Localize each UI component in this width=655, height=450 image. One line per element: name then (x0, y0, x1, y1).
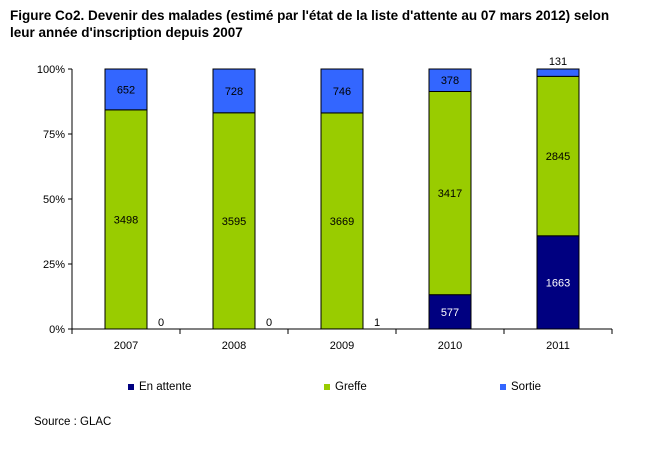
bar-segment-en-attente (536, 235, 580, 330)
bar-segment-greffe (536, 75, 580, 237)
data-label-greffe: 3417 (438, 188, 462, 200)
source-note: Source : GLAC (34, 416, 112, 428)
chart-legend: En attente Greffe Sortie (0, 381, 655, 397)
x-tick-label: 2010 (438, 340, 462, 352)
data-label-sortie: 652 (117, 84, 135, 96)
data-label-en-attente: 0 (266, 317, 272, 329)
x-tick-label: 2009 (330, 340, 354, 352)
data-label-greffe: 3595 (222, 216, 246, 228)
data-label-sortie: 746 (333, 86, 351, 98)
bar-segment-greffe (320, 112, 364, 330)
legend-label-sortie: Sortie (511, 381, 542, 393)
bar-segment-sortie (536, 68, 580, 77)
chart-title: Figure Co2. Devenir des malades (estimé … (10, 7, 650, 41)
legend-label-en-attente: En attente (139, 381, 192, 393)
data-label-en-attente: 577 (441, 307, 459, 319)
data-label-en-attente: 1 (374, 317, 380, 329)
chart-title-line1: Figure Co2. Devenir des malades (estimé … (10, 8, 610, 23)
data-label-greffe: 2845 (546, 151, 570, 163)
x-tick-label: 2008 (222, 340, 246, 352)
data-label-sortie: 131 (549, 56, 567, 68)
data-label-sortie: 728 (225, 86, 243, 98)
x-tick-label: 2007 (114, 340, 138, 352)
legend-item-en-attente: En attente (128, 381, 191, 393)
y-tick-label: 0% (49, 324, 65, 336)
data-label-sortie: 378 (441, 75, 459, 87)
legend-swatch-sortie (500, 384, 506, 390)
legend-swatch-en-attente (128, 384, 134, 390)
stacked-bar-chart: 0% 25% 50% 75% 100% 2007 2008 2009 2010 2011 0 3498… (37, 56, 613, 352)
legend-swatch-greffe (324, 384, 330, 390)
data-label-en-attente: 0 (158, 317, 164, 329)
bar-segment-sortie (212, 68, 256, 114)
chart-title-line2: leur année d'inscription depuis 2007 (10, 25, 243, 40)
data-label-greffe: 3498 (114, 214, 138, 226)
legend-label-greffe: Greffe (335, 381, 367, 393)
bar-segment-sortie (428, 68, 472, 92)
data-label-en-attente: 1663 (546, 277, 570, 289)
bar-segment-en-attente (428, 294, 472, 330)
y-tick-label: 100% (37, 64, 65, 76)
x-tick-label: 2011 (546, 340, 570, 352)
bar-segment-sortie (320, 68, 364, 114)
y-tick-label: 75% (43, 129, 65, 141)
bar-segment-sortie (104, 68, 148, 111)
legend-item-sortie: Sortie (500, 381, 541, 393)
data-label-greffe: 3669 (330, 216, 354, 228)
y-tick-label: 25% (43, 259, 65, 271)
legend-item-greffe: Greffe (324, 381, 367, 393)
y-tick-label: 50% (43, 194, 65, 206)
